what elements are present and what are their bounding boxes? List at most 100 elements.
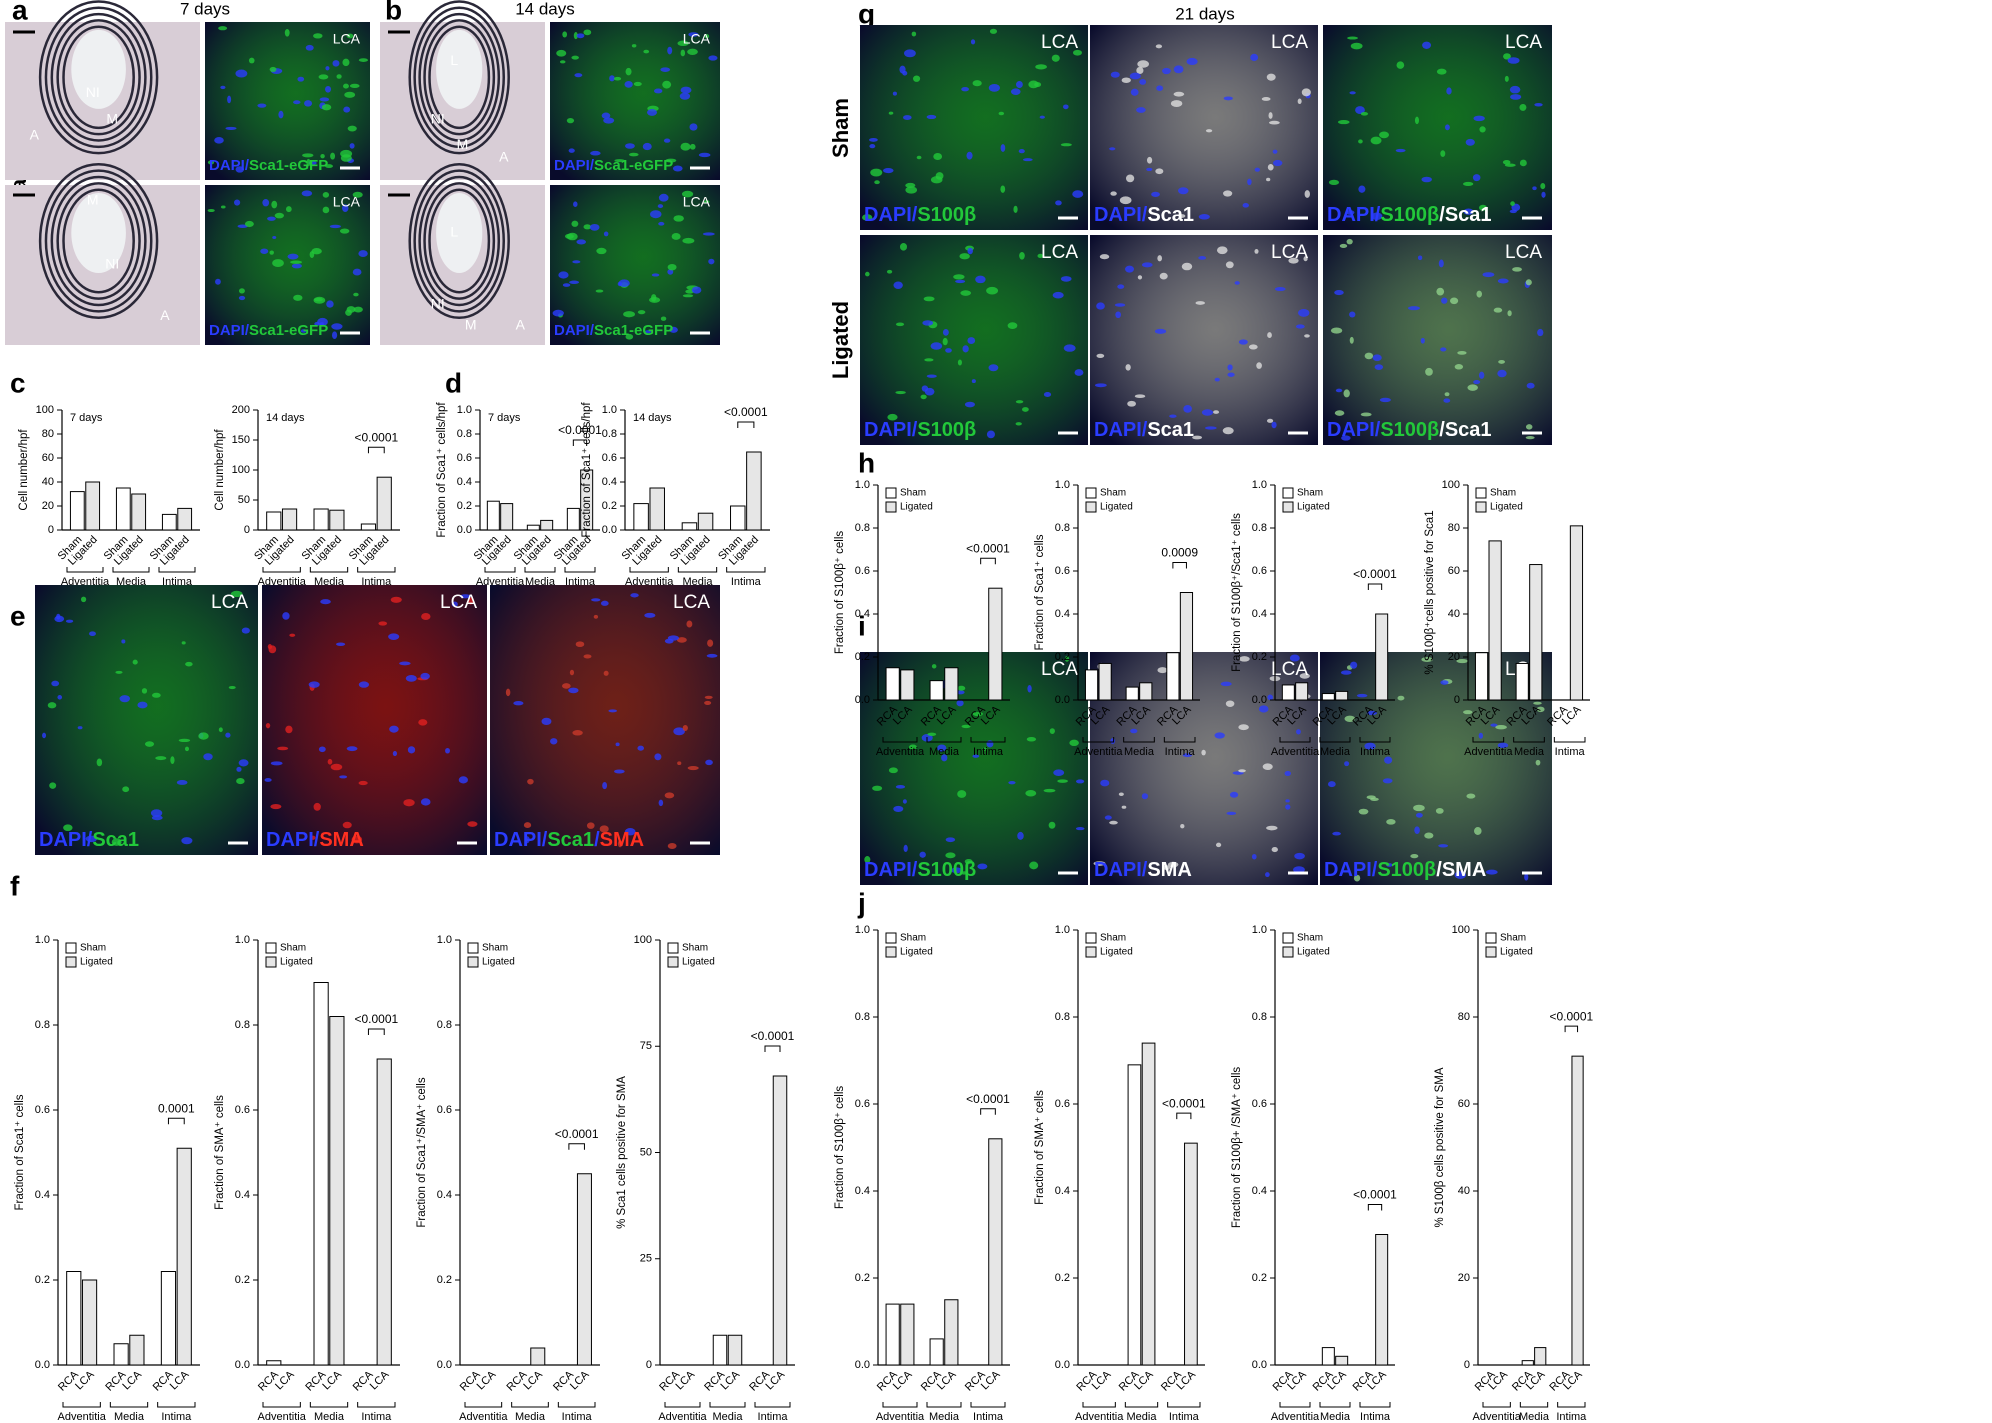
cell — [972, 80, 982, 87]
cell — [1438, 259, 1444, 268]
chart-subtitle: 14 days — [266, 412, 305, 424]
cell — [65, 619, 74, 623]
bar — [161, 513, 177, 531]
bar — [885, 667, 900, 701]
p-value: 0.0009 — [1161, 546, 1198, 560]
y-tick-label: 0.0 — [437, 1359, 452, 1371]
cell — [970, 39, 976, 45]
bar-label: LCA — [764, 1368, 788, 1392]
cell — [1360, 111, 1369, 116]
y-tick-label: 100 — [634, 934, 652, 946]
cell — [586, 822, 595, 829]
legend-swatch — [65, 942, 77, 954]
cell — [903, 844, 908, 852]
cell — [957, 685, 966, 691]
cell — [1048, 821, 1056, 829]
fluorescence-signal — [1090, 25, 1318, 230]
cell — [225, 126, 237, 131]
cell — [418, 719, 428, 726]
y-tick-label: 0.8 — [437, 1019, 452, 1031]
cell — [902, 799, 907, 804]
cell — [313, 802, 321, 811]
cell — [445, 748, 450, 754]
y-tick-label: 0.2 — [1055, 651, 1070, 663]
panel-letter: a — [12, 0, 28, 25]
group-label: Adventitia — [1074, 746, 1123, 758]
cell — [1198, 256, 1207, 260]
cell — [1037, 253, 1044, 259]
cell — [680, 142, 691, 151]
cell — [467, 821, 478, 827]
group-label: Adventitia — [459, 1411, 508, 1423]
bar — [500, 503, 514, 531]
cell — [682, 725, 688, 731]
y-tick-label: 0.0 — [1055, 1359, 1070, 1371]
cell — [1181, 262, 1193, 271]
significance-bracket — [1367, 1204, 1383, 1211]
y-tick-label: 0.0 — [235, 1359, 250, 1371]
cell — [556, 49, 567, 57]
legend-label: Sham — [1297, 488, 1323, 499]
group-bracket — [1123, 737, 1155, 743]
cell — [1016, 81, 1023, 89]
bar-label: LCA — [320, 1368, 344, 1392]
cell — [564, 233, 574, 239]
group-bracket — [1359, 737, 1391, 743]
stain-part: /SMA — [1436, 859, 1486, 881]
cell — [1266, 418, 1274, 423]
group-bracket — [1557, 1402, 1586, 1408]
cell — [150, 809, 163, 817]
legend-swatch — [467, 942, 479, 954]
tissue-label: A — [160, 307, 170, 323]
legend-swatch — [1085, 946, 1097, 958]
y-tick-label: 0 — [646, 1359, 652, 1371]
y-tick-label: 0.8 — [35, 1019, 50, 1031]
cell — [56, 613, 61, 620]
group-bracket — [926, 737, 962, 743]
bar — [1321, 693, 1335, 701]
bar — [376, 476, 392, 531]
vessel-wall — [56, 19, 141, 136]
cell — [1507, 310, 1512, 317]
cell — [1330, 327, 1343, 334]
legend-label: Ligated — [1500, 947, 1533, 958]
stain-label: DAPI/S100β/Sca1 — [1327, 204, 1492, 226]
stain-part: SMA — [1147, 859, 1191, 881]
bar — [566, 507, 580, 531]
cell — [1454, 871, 1467, 879]
cell — [42, 732, 47, 739]
cell — [1222, 427, 1234, 435]
legend-label: Ligated — [280, 957, 313, 968]
cell — [1289, 654, 1300, 662]
vessel-wall — [62, 25, 135, 130]
vessel-wall — [413, 169, 506, 313]
cell — [451, 601, 458, 607]
cell — [1440, 680, 1449, 685]
stain-part: DAPI/ — [209, 157, 250, 174]
cell — [1156, 85, 1164, 91]
micrograph: LCA DAPI/Sca1-eGFP — [205, 185, 370, 345]
cell — [600, 600, 609, 606]
cell — [1473, 115, 1485, 122]
cell — [654, 88, 663, 94]
p-value: <0.0001 — [1549, 1009, 1593, 1023]
cell — [1093, 861, 1106, 866]
legend-swatch — [1085, 501, 1097, 513]
legend-swatch — [1475, 501, 1487, 513]
cell — [982, 747, 987, 751]
group-bracket — [882, 1402, 918, 1408]
cell — [568, 148, 575, 153]
cell — [1379, 131, 1390, 139]
cell — [264, 778, 272, 782]
cell — [1267, 332, 1272, 339]
cell — [573, 201, 578, 207]
bar-label: LCA — [73, 1368, 97, 1392]
cell — [203, 753, 213, 761]
cell — [625, 333, 634, 340]
cell — [644, 612, 656, 618]
y-axis-label: Fraction of Sca1⁺ cells/hpf — [581, 402, 593, 538]
cell — [1100, 779, 1110, 787]
cell — [1227, 364, 1233, 371]
cell — [234, 199, 241, 206]
cell — [571, 220, 579, 227]
